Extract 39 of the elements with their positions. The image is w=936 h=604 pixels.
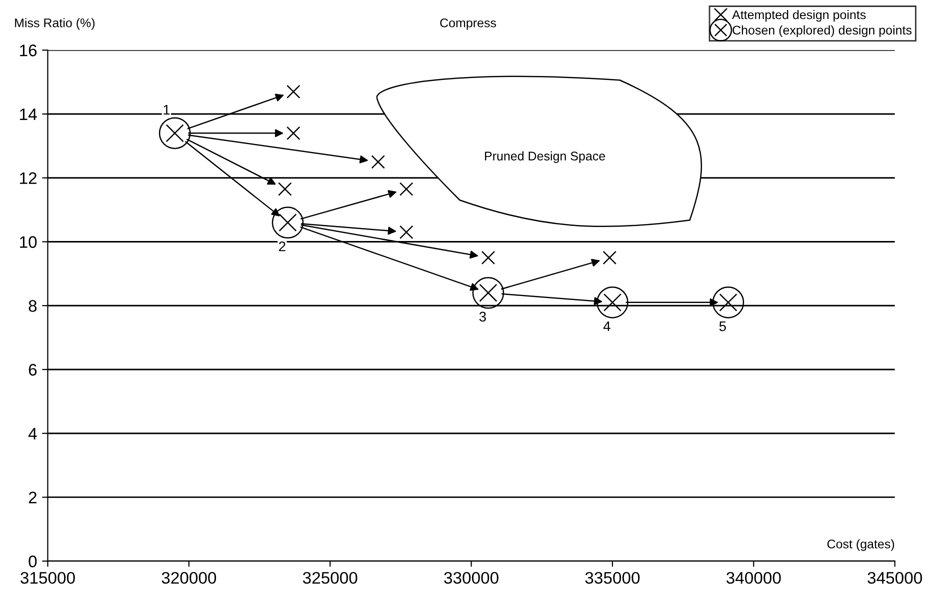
annotation: 3 — [479, 312, 486, 322]
x-tick-label: 335000 — [585, 572, 640, 584]
point — [272, 206, 304, 238]
point — [278, 182, 292, 196]
point — [481, 250, 496, 265]
point — [602, 250, 617, 265]
point — [399, 225, 414, 240]
x-tick-label: 325000 — [302, 572, 358, 584]
chart-title: Compress — [440, 18, 496, 30]
y-tick-label: 16 — [20, 44, 37, 56]
annotation: 2 — [279, 241, 286, 252]
legend-label: Attempted design points — [732, 10, 866, 22]
x-tick-label: 345000 — [868, 572, 922, 584]
x-tick-label: 340000 — [726, 572, 781, 584]
point — [596, 286, 628, 318]
x-tick-label: 330000 — [444, 572, 498, 584]
point — [712, 286, 744, 318]
x-tick-label: 320000 — [162, 572, 216, 584]
annotation: 1 — [164, 104, 170, 115]
point — [286, 126, 300, 140]
y-tick-label: 8 — [28, 300, 37, 312]
x-axis-title: Cost (gates) — [827, 539, 894, 551]
annotation: Pruned Design Space — [485, 151, 606, 163]
point — [399, 182, 414, 196]
x-tick-label: 315000 — [20, 572, 75, 584]
point — [371, 155, 385, 169]
annotation: 5 — [719, 321, 726, 332]
y-tick-label: 2 — [28, 492, 36, 504]
annotation: 4 — [603, 321, 610, 332]
point — [472, 276, 504, 309]
legend-label: Chosen (explored) design points — [732, 25, 912, 38]
y-tick-label: 14 — [20, 108, 37, 120]
y-tick-label: 10 — [20, 236, 37, 248]
y-axis-title: Miss Ratio (%) — [15, 18, 95, 30]
y-tick-label: 0 — [28, 556, 37, 568]
y-tick-label: 4 — [28, 428, 37, 440]
y-tick-label: 6 — [28, 364, 37, 376]
y-tick-label: 12 — [20, 172, 36, 184]
point — [286, 84, 300, 99]
